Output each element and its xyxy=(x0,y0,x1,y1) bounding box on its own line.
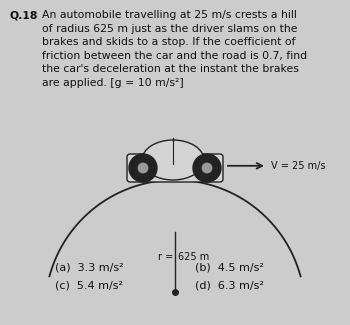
Circle shape xyxy=(201,162,213,174)
Text: V = 25 m/s: V = 25 m/s xyxy=(271,161,326,171)
Text: (c)  5.4 m/s²: (c) 5.4 m/s² xyxy=(55,281,123,291)
Circle shape xyxy=(129,154,157,182)
FancyBboxPatch shape xyxy=(127,154,223,182)
Circle shape xyxy=(137,162,149,174)
Text: r =: r = xyxy=(158,252,173,262)
Text: Q.18: Q.18 xyxy=(10,10,38,20)
Circle shape xyxy=(193,154,221,182)
Text: 625 m: 625 m xyxy=(178,252,209,262)
Text: (a)  3.3 m/s²: (a) 3.3 m/s² xyxy=(55,262,124,272)
Text: An automobile travelling at 25 m/s crests a hill
of radius 625 m just as the dri: An automobile travelling at 25 m/s crest… xyxy=(42,10,307,88)
Text: (d)  6.3 m/s²: (d) 6.3 m/s² xyxy=(195,281,264,291)
Text: (b)  4.5 m/s²: (b) 4.5 m/s² xyxy=(195,262,264,272)
Ellipse shape xyxy=(142,140,204,180)
